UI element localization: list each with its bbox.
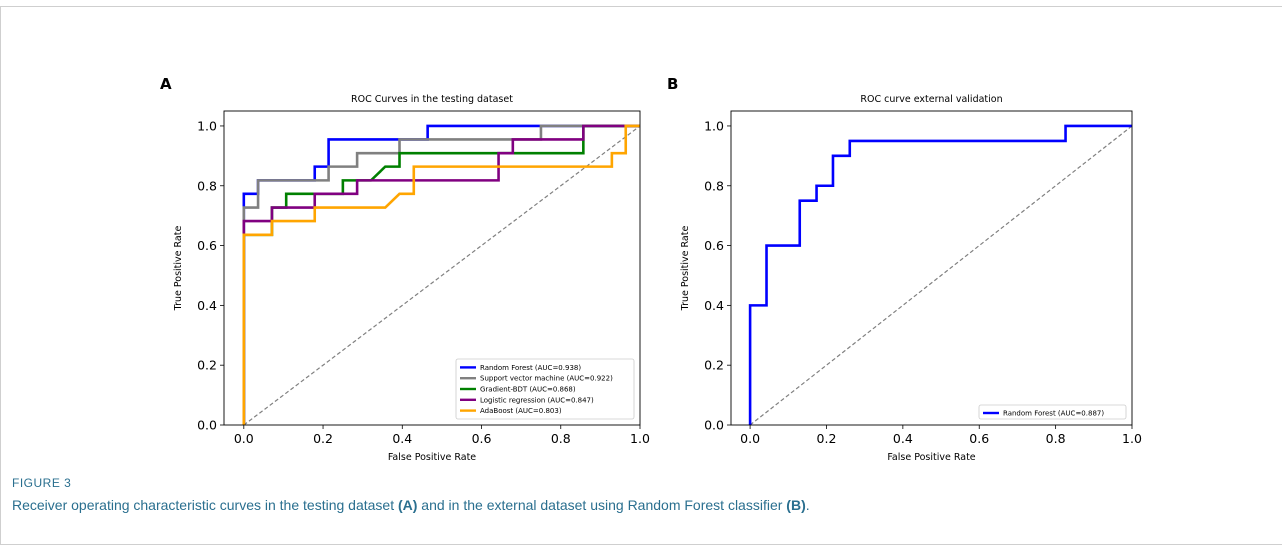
panel-a-xtick-label: 0.8 xyxy=(551,431,571,446)
panel-b-xtick-label: 0.0 xyxy=(740,431,760,446)
caption-ref-b: (B) xyxy=(786,497,806,513)
caption-text-3: . xyxy=(805,497,810,513)
caption-ref-a: (A) xyxy=(397,497,418,513)
panel-b-ytick-label: 0.8 xyxy=(704,178,724,193)
panel-a-xtick-label: 0.2 xyxy=(313,431,333,446)
panel-a-ytick-label: 0.2 xyxy=(197,358,217,373)
panel-a-legend-label-0: Random Forest (AUC=0.938) xyxy=(480,364,581,372)
panel-a-diagonal-line xyxy=(243,125,641,426)
panel-b-title: ROC curve external validation xyxy=(860,94,1002,105)
panel-a-legend-label-2: Gradient-BDT (AUC=0.868) xyxy=(480,386,576,394)
caption-text-2: and in the external dataset using Random… xyxy=(417,497,787,513)
panel-b-ylabel: True Positive Rate xyxy=(680,226,691,312)
panel-a-ytick-label: 0.6 xyxy=(197,238,217,253)
panel-b-legend-box xyxy=(978,404,1127,420)
panel-b-ytick-label: 0.2 xyxy=(704,358,724,373)
panel-b-ytick-label: 0.0 xyxy=(704,418,724,433)
panel-a-xtick-label: 0.0 xyxy=(234,431,254,446)
panel-b-series-line-0 xyxy=(748,124,1132,425)
panel-b-xtick-label: 0.8 xyxy=(1046,431,1066,446)
panel-a-xtick-label: 1.0 xyxy=(630,431,650,446)
panel-b-xtick-label: 0.6 xyxy=(969,431,989,446)
panel-a-ytick-label: 0.0 xyxy=(197,418,217,433)
panel-a-series-line-0 xyxy=(242,124,640,425)
panel-a-legend-box xyxy=(455,358,635,420)
panel-a-xtick-label: 0.6 xyxy=(472,431,492,446)
panel-b-legend-label-0: Random Forest (AUC=0.887) xyxy=(1003,410,1104,418)
caption-text-1: Receiver operating characteristic curves… xyxy=(12,497,398,513)
panel-a-ytick-label: 0.8 xyxy=(197,178,217,193)
panel-a-axes-frame xyxy=(223,110,641,426)
panel-b-xtick-label: 1.0 xyxy=(1122,431,1142,446)
panel-a-title: ROC Curves in the testing dataset xyxy=(351,94,513,105)
panel-a-ylabel: True Positive Rate xyxy=(173,226,184,312)
panel-a-series-line-4 xyxy=(242,124,640,425)
figure-caption: Receiver operating characteristic curves… xyxy=(12,497,810,513)
panel-a-legend-label-1: Support vector machine (AUC=0.922) xyxy=(480,375,613,383)
panel-a-ytick-label: 1.0 xyxy=(197,118,217,133)
panel-b-diagonal-line xyxy=(749,125,1133,426)
panel-b-xtick-label: 0.2 xyxy=(817,431,837,446)
figure-label: FIGURE 3 xyxy=(12,476,72,490)
panel-a-legend-label-3: Logistic regression (AUC=0.847) xyxy=(480,396,594,404)
panel-b-xlabel: False Positive Rate xyxy=(887,452,975,463)
panel-b-label: B xyxy=(667,75,678,93)
frame-border-left xyxy=(0,6,1,545)
panel-a-label: A xyxy=(160,75,172,93)
panel-a-xtick-label: 0.4 xyxy=(392,431,412,446)
frame-border-top xyxy=(0,6,1282,7)
panel-b-xtick-label: 0.4 xyxy=(893,431,913,446)
panel-b-ytick-label: 0.6 xyxy=(704,238,724,253)
panel-b-ytick-label: 0.4 xyxy=(704,298,724,313)
panel-a-legend-label-4: AdaBoost (AUC=0.803) xyxy=(480,407,562,415)
panel-a-ytick-label: 0.4 xyxy=(197,298,217,313)
panel-b-axes-frame xyxy=(730,110,1133,426)
panel-b-ytick-label: 1.0 xyxy=(704,118,724,133)
panel-a-xlabel: False Positive Rate xyxy=(388,452,476,463)
panel-a-series-line-3 xyxy=(242,124,640,425)
